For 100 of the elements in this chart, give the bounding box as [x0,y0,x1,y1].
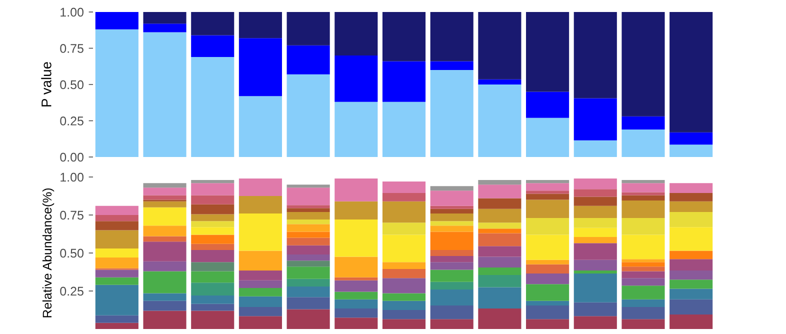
bar [334,256,378,278]
bar [478,180,522,185]
bar [191,310,234,329]
bar [191,214,234,222]
bar [574,98,617,140]
bar [95,206,138,215]
bar [95,270,138,278]
bar [670,270,713,280]
bar [622,129,665,157]
bar [238,270,282,280]
bar [622,180,665,184]
bar [143,201,186,208]
bar [574,178,617,190]
bar [478,246,522,257]
bar [238,288,282,296]
bar [478,79,522,84]
bar [286,278,330,286]
bar [382,268,426,278]
bar [574,218,617,228]
bar [430,186,474,191]
bar [286,12,330,46]
bar [622,12,665,116]
bar [191,183,234,196]
bar [526,218,570,235]
bar [382,278,426,294]
bar [526,305,570,320]
bar [430,305,474,320]
bar [286,45,330,74]
bar [478,208,522,223]
bar [334,12,378,56]
bar [286,74,330,157]
bar [670,259,713,270]
bar [238,12,282,38]
bar [382,222,426,235]
bar [143,271,186,294]
bar [574,237,617,244]
bar [622,234,665,260]
bar [95,277,138,285]
bar [622,192,665,196]
bar [95,230,138,248]
bar [478,287,522,308]
bar [526,118,570,157]
bar [143,195,186,200]
bar [430,61,474,70]
bar [574,189,617,197]
bar [430,226,474,232]
bar [622,278,665,286]
bar [143,226,186,236]
bar [478,228,522,234]
bar [334,299,378,308]
bar [95,29,138,157]
bar [622,266,665,272]
bar [478,222,522,229]
bar [286,188,330,206]
bar [478,184,522,198]
bar [526,92,570,118]
bar [191,180,234,184]
bar [526,180,570,184]
bar [286,286,330,298]
bar [526,284,570,301]
bar [95,221,138,230]
y-axis-title: P value [41,62,52,106]
bar [382,12,426,62]
bar [430,270,474,282]
bar [286,224,330,232]
bar [526,234,570,260]
bar [478,256,522,268]
bar [334,318,378,329]
y-tick-label: 0.75 [60,210,84,220]
bar [526,274,570,284]
bar [382,293,426,301]
bar [622,262,665,267]
bar [286,232,330,238]
bar [191,304,234,311]
y-tick-label: 0.50 [60,80,84,90]
y-axis-title: Relative Abundance(%) [42,188,54,318]
bar [622,306,665,320]
bar [334,280,378,292]
y-tick-label: 0.75 [60,44,84,53]
bar [622,286,665,300]
bar [143,293,186,301]
y-tick-label: 0.25 [60,286,84,296]
bar [238,96,282,157]
bar [622,299,665,307]
bar [143,12,186,24]
bar [622,200,665,218]
bar [622,259,665,262]
bar [526,12,570,92]
bar [670,12,713,132]
bar [670,314,713,329]
bar [670,288,713,300]
bar [191,234,234,244]
bar [286,254,330,261]
bar [238,213,282,251]
bar [95,12,138,30]
bar [574,243,617,260]
bar [286,309,330,329]
bar [574,302,617,316]
bar [191,12,234,36]
bar [670,212,713,228]
